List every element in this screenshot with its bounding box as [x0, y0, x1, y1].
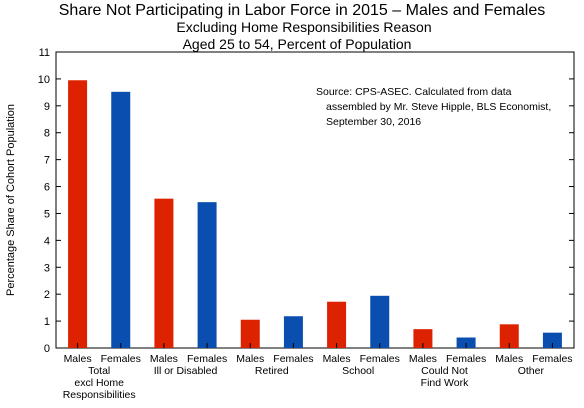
series-label-females: Females	[187, 353, 227, 365]
y-tick-label: 11	[39, 47, 50, 59]
series-label-males: Males	[150, 353, 178, 365]
series-label-females: Females	[360, 353, 400, 365]
y-tick-label: 0	[44, 343, 50, 355]
group-label-1: Ill or Disabled	[154, 365, 218, 377]
y-tick-label: 10	[38, 74, 50, 86]
group-label-0: Total	[88, 365, 110, 377]
y-tick-label: 8	[44, 128, 50, 140]
series-label-males: Males	[236, 353, 264, 365]
y-tick-label: 7	[44, 155, 50, 167]
source-note-line: September 30, 2016	[326, 116, 421, 128]
source-note-line: Source: CPS-ASEC. Calculated from data	[316, 86, 512, 98]
series-label-males: Males	[409, 353, 437, 365]
bar-females-5	[542, 332, 562, 348]
plot-frame	[55, 51, 575, 349]
series-label-males: Males	[495, 353, 523, 365]
group-label-4: Find Work	[421, 377, 469, 389]
y-tick-label: 1	[44, 316, 50, 328]
bar-males-4	[413, 329, 433, 348]
y-axis-label: Percentage Share of Cohort Population	[5, 104, 17, 296]
chart-title: Share Not Participating in Labor Force i…	[58, 2, 546, 19]
bar-males-1	[154, 198, 174, 348]
group-label-0: excl Home	[74, 377, 124, 389]
series-label-females: Females	[532, 353, 572, 365]
chart-subtitle-2: Aged 25 to 54, Percent of Population	[182, 36, 412, 52]
chart-title-block: Share Not Participating in Labor Force i…	[0, 2, 584, 53]
y-tick-label: 3	[44, 262, 50, 274]
y-tick-label: 5	[44, 208, 50, 220]
bar-males-0	[68, 80, 88, 348]
y-tick-label: 6	[44, 182, 50, 194]
group-label-5: Other	[518, 365, 545, 377]
bar-females-0	[111, 91, 131, 349]
bar-females-2	[283, 316, 303, 348]
bar-males-2	[240, 319, 260, 348]
series-label-females: Females	[101, 353, 141, 365]
y-tick-label: 2	[44, 289, 50, 301]
bar-males-3	[327, 301, 347, 348]
y-tick-label: 9	[44, 101, 50, 113]
group-label-2: Retired	[255, 365, 289, 377]
bar-females-1	[197, 202, 217, 348]
series-label-males: Males	[323, 353, 351, 365]
bar-females-4	[456, 337, 476, 348]
group-label-4: Could Not	[421, 365, 468, 377]
series-label-females: Females	[273, 353, 313, 365]
chart-subtitle-1: Excluding Home Responsibilities Reason	[176, 19, 432, 35]
group-label-0: Responsibilities	[63, 389, 136, 401]
y-tick-label: 4	[44, 235, 50, 247]
source-note-line: assembled by Mr. Steve Hipple, BLS Econo…	[326, 101, 551, 113]
group-label-3: School	[342, 365, 374, 377]
bar-males-5	[499, 324, 519, 348]
series-label-males: Males	[64, 353, 92, 365]
bar-females-3	[370, 295, 390, 348]
series-label-females: Females	[446, 353, 486, 365]
